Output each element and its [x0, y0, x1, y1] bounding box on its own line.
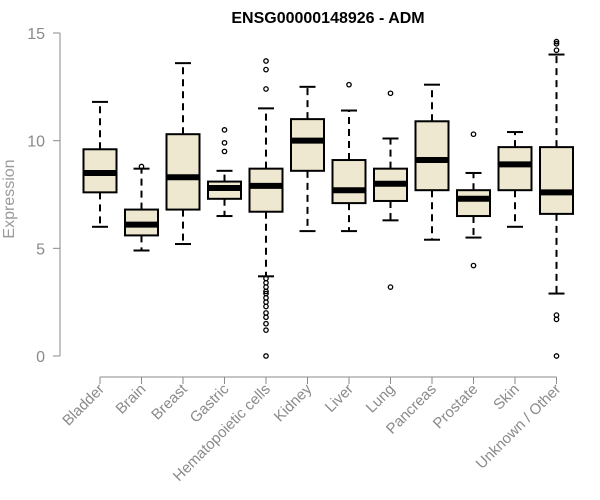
box-lung — [373, 90, 408, 290]
outlier-point — [263, 320, 269, 327]
iqr-box — [331, 159, 367, 205]
x-tick-label: Prostate — [430, 381, 482, 433]
iqr-box — [290, 118, 325, 172]
outlier-point — [263, 353, 269, 359]
box-bladder — [82, 100, 118, 228]
boxes-layer — [82, 38, 574, 359]
box-hematopoietic-cells — [248, 58, 284, 359]
iqr-box — [497, 146, 533, 192]
outlier-point — [553, 353, 560, 359]
iqr-box — [539, 146, 574, 215]
outlier-point — [553, 47, 560, 54]
box-brain — [124, 163, 159, 252]
outlier-point — [346, 81, 352, 88]
outlier-point — [221, 127, 228, 133]
outlier-point — [221, 139, 228, 146]
x-tick-label: Skin — [490, 381, 523, 414]
box-pancreas — [414, 83, 450, 241]
box-kidney — [290, 85, 325, 233]
outlier-point — [263, 327, 269, 334]
outlier-point — [387, 284, 394, 290]
y-tick-label: 10 — [27, 134, 45, 151]
outlier-point — [263, 275, 269, 282]
iqr-box — [165, 133, 201, 211]
outlier-point — [263, 66, 269, 73]
outlier-point — [263, 86, 269, 92]
iqr-box — [248, 167, 284, 213]
x-tick-label: Breast — [148, 380, 191, 423]
y-axis: 0 5 10 15 — [27, 26, 61, 366]
outlier-point — [263, 58, 269, 64]
outlier-point — [553, 40, 560, 47]
outlier-point — [138, 163, 145, 170]
outlier-point — [263, 310, 269, 316]
outlier-point — [221, 148, 228, 155]
x-tick-label: Liver — [322, 381, 357, 416]
outlier-point — [553, 38, 560, 45]
x-tick-label: Bladder — [59, 381, 108, 430]
box-gastric — [207, 127, 242, 218]
box-prostate — [456, 131, 491, 269]
outlier-point — [553, 312, 560, 318]
iqr-box — [414, 120, 450, 192]
chart-title: ENSG00000148926 - ADM — [231, 10, 424, 27]
outlier-point — [387, 90, 394, 97]
outlier-point — [470, 262, 477, 269]
y-axis-label: Expression — [1, 159, 18, 238]
y-tick-label: 0 — [36, 349, 45, 366]
outlier-point — [263, 290, 269, 297]
box-skin — [497, 131, 533, 228]
x-tick-label: Kidney — [271, 380, 316, 425]
iqr-box — [456, 189, 491, 218]
y-tick-label: 15 — [27, 26, 45, 43]
box-liver — [331, 81, 367, 233]
box-breast — [165, 62, 201, 246]
x-tick-label: Lung — [363, 381, 399, 417]
y-tick-label: 5 — [36, 241, 45, 258]
outlier-point — [470, 131, 477, 138]
box-unknown-other — [539, 38, 574, 359]
x-tick-label: Brain — [113, 381, 150, 418]
